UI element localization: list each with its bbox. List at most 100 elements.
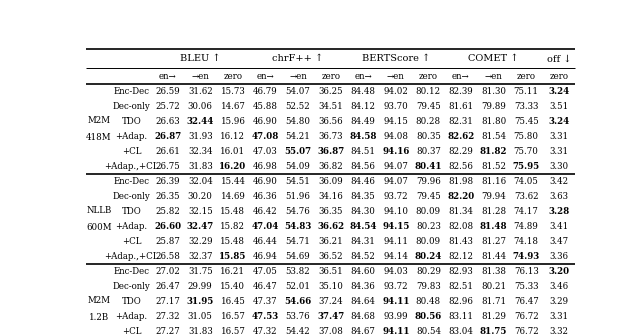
Text: 36.82: 36.82 [318, 162, 343, 171]
Text: 84.54: 84.54 [349, 222, 377, 231]
Text: 54.51: 54.51 [285, 177, 310, 186]
Text: 83.11: 83.11 [449, 312, 474, 321]
Text: M2M: M2M [87, 116, 110, 125]
Text: 93.99: 93.99 [383, 312, 408, 321]
Text: Enc-Dec: Enc-Dec [113, 87, 150, 96]
Text: 3.30: 3.30 [549, 162, 568, 171]
Text: 3.42: 3.42 [549, 177, 568, 186]
Text: 32.34: 32.34 [188, 147, 212, 156]
Text: 26.47: 26.47 [156, 282, 180, 291]
Text: 26.87: 26.87 [154, 132, 181, 141]
Text: 81.34: 81.34 [449, 207, 474, 216]
Text: 47.32: 47.32 [253, 327, 278, 336]
Text: en→: en→ [159, 72, 177, 81]
Text: 82.08: 82.08 [449, 222, 474, 231]
Text: 94.02: 94.02 [383, 87, 408, 96]
Text: 36.62: 36.62 [317, 222, 344, 231]
Text: 84.36: 84.36 [351, 282, 376, 291]
Text: NLLB: NLLB [86, 206, 111, 215]
Text: 36.09: 36.09 [318, 177, 343, 186]
Text: 25.87: 25.87 [156, 237, 180, 246]
Text: 54.21: 54.21 [285, 132, 310, 141]
Text: 80.56: 80.56 [415, 312, 442, 321]
Text: 54.07: 54.07 [285, 87, 310, 96]
Text: 1.2B: 1.2B [89, 312, 109, 322]
Text: 25.82: 25.82 [156, 207, 180, 216]
Text: 600M: 600M [86, 222, 111, 232]
Text: 32.47: 32.47 [187, 222, 214, 231]
Text: 94.07: 94.07 [383, 162, 408, 171]
Text: 29.99: 29.99 [188, 282, 212, 291]
Text: 27.17: 27.17 [156, 297, 180, 306]
Text: +Adap.: +Adap. [116, 312, 148, 321]
Text: 94.11: 94.11 [382, 297, 410, 306]
Text: 46.90: 46.90 [253, 117, 278, 126]
Text: 31.05: 31.05 [188, 312, 212, 321]
Text: 15.40: 15.40 [220, 282, 245, 291]
Text: 46.36: 46.36 [253, 192, 278, 201]
Text: 37.47: 37.47 [317, 312, 344, 321]
Text: 15.82: 15.82 [220, 222, 245, 231]
Text: Dec-only: Dec-only [113, 282, 150, 291]
Text: 81.80: 81.80 [481, 117, 506, 126]
Text: 84.48: 84.48 [351, 87, 376, 96]
Text: 3.28: 3.28 [548, 207, 570, 216]
Text: 82.29: 82.29 [449, 147, 474, 156]
Text: 16.21: 16.21 [220, 267, 245, 276]
Text: 31.83: 31.83 [188, 327, 212, 336]
Text: Dec-only: Dec-only [113, 102, 150, 111]
Text: 34.16: 34.16 [318, 192, 343, 201]
Text: +Adap.: +Adap. [116, 132, 148, 141]
Text: 27.02: 27.02 [156, 267, 180, 276]
Text: Enc-Dec: Enc-Dec [113, 267, 150, 276]
Text: 81.71: 81.71 [481, 297, 506, 306]
Text: 80.48: 80.48 [416, 297, 441, 306]
Text: 46.90: 46.90 [253, 177, 278, 186]
Text: 94.11: 94.11 [382, 327, 410, 336]
Text: 79.96: 79.96 [416, 177, 441, 186]
Text: COMET ↑: COMET ↑ [468, 54, 519, 63]
Text: 31.75: 31.75 [188, 267, 212, 276]
Text: 16.20: 16.20 [220, 162, 246, 171]
Text: 26.75: 26.75 [156, 162, 180, 171]
Text: 80.41: 80.41 [415, 162, 442, 171]
Text: 75.70: 75.70 [514, 147, 539, 156]
Text: 93.72: 93.72 [383, 282, 408, 291]
Text: 46.42: 46.42 [253, 207, 278, 216]
Text: 3.31: 3.31 [549, 147, 568, 156]
Text: 31.93: 31.93 [188, 132, 212, 141]
Text: 31.62: 31.62 [188, 87, 212, 96]
Text: 84.12: 84.12 [351, 102, 376, 111]
Text: 84.64: 84.64 [351, 297, 376, 306]
Text: 81.44: 81.44 [481, 252, 506, 261]
Text: 53.82: 53.82 [285, 267, 310, 276]
Text: 80.21: 80.21 [481, 282, 506, 291]
Text: 36.35: 36.35 [318, 207, 343, 216]
Text: TDO: TDO [122, 297, 141, 306]
Text: 47.08: 47.08 [252, 132, 279, 141]
Text: 82.96: 82.96 [449, 297, 474, 306]
Text: 74.89: 74.89 [514, 222, 539, 231]
Text: 25.72: 25.72 [156, 102, 180, 111]
Text: 83.04: 83.04 [449, 327, 474, 336]
Text: 3.47: 3.47 [549, 237, 568, 246]
Text: →en: →en [289, 72, 307, 81]
Text: 82.56: 82.56 [449, 162, 474, 171]
Text: 16.12: 16.12 [220, 132, 245, 141]
Text: 84.49: 84.49 [351, 117, 376, 126]
Text: 54.66: 54.66 [284, 297, 312, 306]
Text: 82.93: 82.93 [449, 267, 474, 276]
Text: 81.28: 81.28 [481, 207, 506, 216]
Text: 3.31: 3.31 [549, 132, 568, 141]
Text: 15.96: 15.96 [220, 117, 245, 126]
Text: en→: en→ [257, 72, 275, 81]
Text: 81.43: 81.43 [449, 237, 474, 246]
Text: 47.53: 47.53 [252, 312, 279, 321]
Text: 27.27: 27.27 [156, 327, 180, 336]
Text: 84.51: 84.51 [351, 147, 376, 156]
Text: 79.89: 79.89 [481, 102, 506, 111]
Text: 26.59: 26.59 [156, 87, 180, 96]
Text: 15.48: 15.48 [220, 237, 245, 246]
Text: 75.11: 75.11 [514, 87, 539, 96]
Text: +Adap.,+CL: +Adap.,+CL [104, 162, 159, 171]
